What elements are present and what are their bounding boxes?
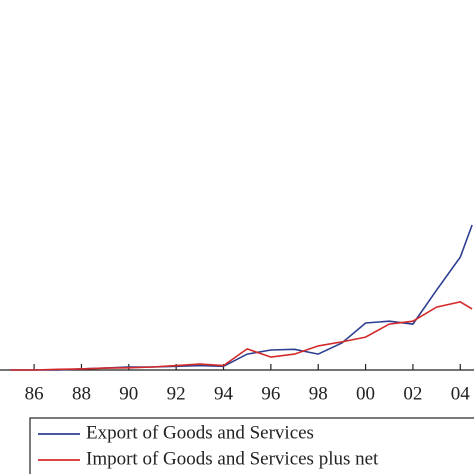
x-tick-label: 88 [72,383,91,404]
legend-label: Export of Goods and Services [86,422,314,443]
x-tick-label: 86 [25,383,44,404]
x-tick-label: 04 [451,383,471,404]
x-tick-label: 90 [119,383,138,404]
x-tick-label: 00 [356,383,375,404]
x-tick-label: 92 [167,383,186,404]
x-tick-label: 98 [309,383,328,404]
x-tick-label: 96 [261,383,280,404]
legend-box [29,417,474,474]
x-tick-label: 94 [214,383,234,404]
series-line [10,301,473,371]
series-line [10,224,473,371]
x-tick-label: 02 [403,383,422,404]
legend-label: Import of Goods and Services plus net [86,448,379,469]
